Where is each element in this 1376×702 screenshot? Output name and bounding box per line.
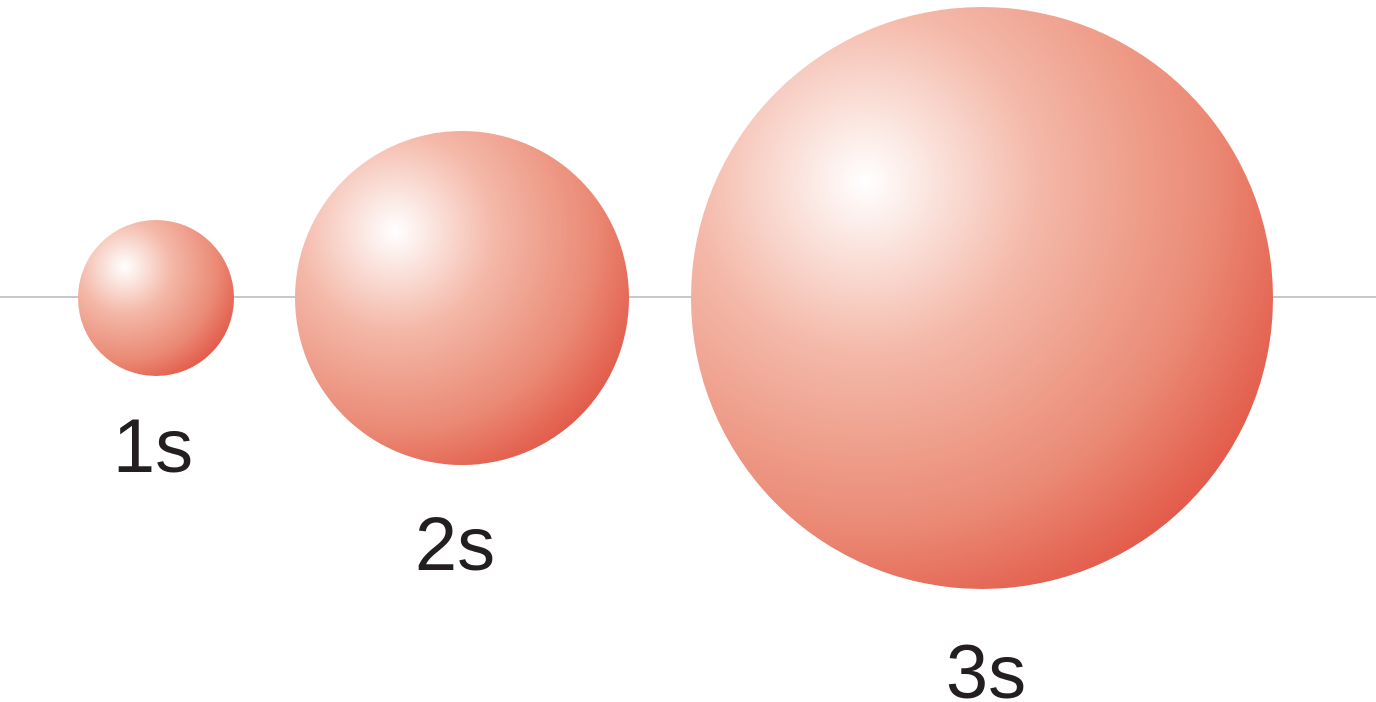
orbital-1s-label: 1s	[113, 404, 193, 489]
orbital-3s-label: 3s	[946, 630, 1026, 702]
orbital-2s-label: 2s	[415, 502, 495, 587]
orbital-3s-sphere	[691, 7, 1273, 589]
orbital-2s-sphere	[295, 131, 629, 465]
orbital-1s-sphere	[78, 220, 234, 376]
